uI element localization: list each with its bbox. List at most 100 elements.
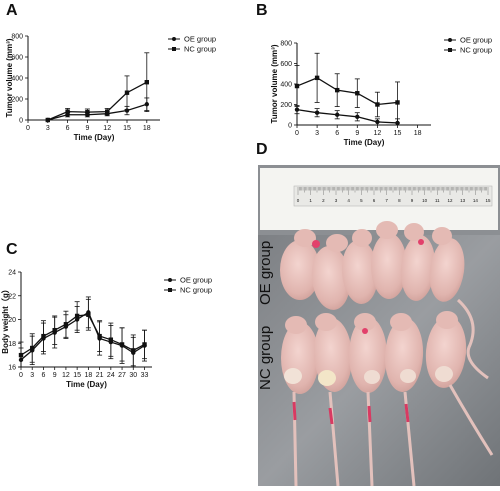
chart-b-series-nc-group-point [395, 100, 400, 105]
photo-label-oe-group: OE group [257, 241, 274, 305]
mouse-oe-marking-2 [418, 239, 424, 245]
mouse-nc-head-2 [315, 313, 337, 331]
ruler-number: 5 [360, 198, 363, 203]
chart-b-legend-oe-group-label: OE group [460, 36, 492, 45]
panel-letter-d: D [256, 141, 268, 158]
ruler-number: 11 [435, 198, 440, 203]
chart-b-tumor-volume-oe-nc: 0 3 6 9 12 15 18 0 200 400 600 800 Time (Day) Tumor v… [270, 36, 492, 147]
chart-c-series-nc-group-point [41, 333, 46, 339]
oe-group-mice [280, 221, 489, 380]
ruler-ticks [297, 187, 489, 195]
chart-a-y-tick-label: 400 [11, 76, 23, 83]
ruler-number: 14 [473, 198, 479, 203]
mouse-nc-tumor-3 [364, 370, 380, 384]
chart-b-y-tick-label: 400 [280, 82, 292, 89]
mouse-oe-head-4 [376, 221, 398, 239]
ruler-number: 7 [385, 198, 388, 203]
ruler-number: 13 [460, 198, 466, 203]
ruler-number: 6 [373, 198, 376, 203]
chart-b-x-tick-label: 18 [414, 130, 422, 137]
chart-b-series-nc-group-point [294, 83, 300, 89]
mouse-oe-marking-1 [312, 240, 320, 248]
mouse-nc-head-1 [285, 316, 307, 334]
mouse-nc-5 [425, 316, 467, 388]
mouse-oe-4 [371, 233, 407, 299]
chart-c-x-tick-label: 18 [84, 372, 92, 379]
chart-c-x-tick-label: 9 [53, 372, 57, 379]
chart-c-series-nc-group-point [86, 312, 91, 317]
chart-b-series-oe-group-point [375, 119, 380, 125]
chart-b-series-nc-group-point [335, 87, 340, 93]
ruler-number: 3 [335, 198, 338, 203]
mouse-oe-1 [280, 240, 320, 300]
mouse-nc-head-5 [436, 311, 458, 329]
chart-a-series-oe-group-line [47, 103, 147, 121]
mouse-photo: 0 1 2 3 4 5 6 7 8 9 10 11 12 13 14 15 [257, 165, 500, 487]
chart-a-series-nc-group-point [65, 109, 70, 114]
chart-b-x-tick-label: 0 [295, 130, 299, 137]
chart-a-legend-oe-group-label: OE group [184, 35, 216, 44]
ruler-number: 8 [398, 198, 401, 203]
chart-b-y-tick-label: 600 [280, 61, 292, 68]
chart-a-series-nc-group-point [144, 80, 149, 85]
mouse-oe-2 [311, 246, 351, 310]
chart-a-legend-oe-group-swatch-marker [172, 37, 176, 41]
chart-c-series-nc-group-point [63, 322, 69, 327]
chart-c-legend-nc-group-label: NC group [180, 286, 212, 295]
chart-c-legend-nc-group-swatch-marker [168, 288, 172, 292]
chart-c-series-nc-group-point [30, 345, 35, 351]
chart-c-series-nc-group-point [142, 342, 147, 347]
mouse-oe-tail [456, 298, 489, 380]
chart-b-y-tick-label: 200 [280, 102, 292, 109]
chart-c-series-nc-group-point [119, 342, 125, 347]
chart-b-y-tick-label: 800 [280, 41, 292, 48]
chart-c-legend-oe-group-swatch-marker [168, 278, 172, 282]
mouse-oe-5 [400, 235, 436, 301]
ruler-numbers: 0 1 2 3 4 5 6 7 8 9 10 11 12 13 14 15 [297, 198, 491, 203]
chart-a-x-axis-title: Time (Day) [74, 133, 115, 142]
chart-b-series-oe-group-point [335, 112, 340, 117]
chart-b-x-tick-label: 9 [355, 130, 359, 137]
chart-b-x-tick-label: 12 [374, 130, 382, 137]
mouse-oe-head-6 [432, 227, 452, 245]
chart-a-x-tick-label: 15 [123, 125, 131, 132]
ruler-number: 9 [411, 198, 414, 203]
ruler-number: 4 [347, 198, 350, 203]
mouse-oe-3 [341, 240, 379, 304]
chart-c-x-tick-label: 27 [118, 372, 126, 379]
chart-a-y-axis-title: Tumor volume (mm³) [5, 38, 14, 117]
chart-b-x-axis-title: Time (Day) [344, 138, 385, 147]
nc-group-mice [281, 311, 494, 487]
mouse-nc-head-3 [354, 313, 376, 331]
chart-a-tumor-volume-oe-nc: 0 3 6 9 12 15 18 0 200 400 600 800 Time (Day) Tumor v… [5, 34, 216, 143]
mouse-nc-tumor-2 [318, 370, 336, 386]
chart-b-legend-nc-group-label: NC group [460, 46, 492, 55]
chart-a-legend-nc-group-swatch-marker [172, 47, 176, 51]
chart-a-x-tick-label: 6 [66, 125, 70, 132]
chart-a-x-tick-label: 0 [26, 125, 30, 132]
chart-b-y-tick-label: 0 [288, 123, 292, 130]
chart-a-y-tick-label: 800 [11, 34, 23, 41]
chart-b-y-axis-title: Tumor volume (mm³) [270, 44, 279, 123]
chart-c-y-tick-label: 20 [8, 317, 16, 324]
chart-c-series-nc-group-point [131, 348, 136, 353]
chart-b-series-oe-group-point [294, 107, 300, 112]
chart-c-x-axis-title: Time (Day) [66, 380, 107, 389]
chart-a-series-nc-group-point [124, 90, 130, 95]
chart-c-series-nc-group-point [74, 313, 80, 319]
mouse-oe-6 [429, 238, 465, 302]
mouse-nc-tumor-4 [400, 369, 416, 383]
chart-c-legend-oe-group-label: OE group [180, 276, 212, 285]
chart-c-x-tick-label: 12 [62, 372, 70, 379]
chart-b-series-oe-group-point [355, 114, 360, 120]
chart-a-x-tick-label: 12 [103, 125, 111, 132]
chart-b-series-nc-group-point [375, 102, 380, 107]
chart-c-series-nc-group-point [97, 333, 102, 339]
panel-letter-b: B [256, 2, 268, 19]
chart-c-y-tick-label: 24 [8, 270, 16, 277]
chart-c-series-nc-group-line [20, 314, 145, 356]
mouse-nc-tails [292, 384, 494, 487]
chart-b-x-tick-label: 15 [394, 130, 402, 137]
chart-a-x-tick-label: 3 [46, 125, 50, 132]
